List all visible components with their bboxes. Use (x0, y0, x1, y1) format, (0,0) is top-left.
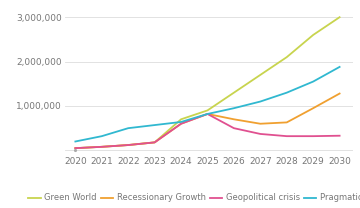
Pragmatic Policy (285, 91, 289, 94)
Pragmatic Policy (73, 140, 77, 143)
Legend: Green World, Recessionary Growth, Geopolitical crisis, Pragmatic Policy: Green World, Recessionary Growth, Geopol… (25, 190, 360, 206)
Geopolitical crisis (232, 127, 236, 129)
Geopolitical crisis (337, 134, 342, 137)
Geopolitical crisis (258, 133, 262, 135)
Pragmatic Policy (153, 124, 157, 126)
Geopolitical crisis (179, 123, 183, 125)
Green World (232, 91, 236, 94)
Recessionary Growth (311, 107, 315, 109)
Pragmatic Policy (179, 121, 183, 123)
Recessionary Growth (205, 113, 210, 115)
Recessionary Growth (73, 147, 77, 149)
Green World (205, 109, 210, 112)
Pragmatic Policy (232, 107, 236, 109)
Pragmatic Policy (311, 80, 315, 83)
Recessionary Growth (153, 141, 157, 144)
Green World (337, 16, 342, 19)
Line: Recessionary Growth: Recessionary Growth (75, 94, 339, 148)
Pragmatic Policy (205, 113, 210, 115)
Green World (126, 144, 130, 146)
Green World (153, 141, 157, 144)
Pragmatic Policy (337, 66, 342, 68)
Recessionary Growth (285, 121, 289, 124)
Recessionary Growth (258, 123, 262, 125)
Line: Green World: Green World (75, 17, 339, 148)
Recessionary Growth (100, 146, 104, 148)
Geopolitical crisis (285, 135, 289, 137)
Green World (179, 118, 183, 121)
Geopolitical crisis (205, 113, 210, 115)
Line: Pragmatic Policy: Pragmatic Policy (75, 67, 339, 141)
Pragmatic Policy (258, 100, 262, 103)
Geopolitical crisis (311, 135, 315, 137)
Recessionary Growth (179, 123, 183, 125)
Geopolitical crisis (100, 146, 104, 148)
Recessionary Growth (337, 92, 342, 95)
Pragmatic Policy (100, 135, 104, 137)
Green World (73, 147, 77, 149)
Geopolitical crisis (126, 144, 130, 146)
Line: Geopolitical crisis: Geopolitical crisis (75, 114, 339, 148)
Geopolitical crisis (153, 141, 157, 144)
Recessionary Growth (126, 144, 130, 146)
Green World (285, 56, 289, 58)
Green World (258, 74, 262, 76)
Recessionary Growth (232, 118, 236, 121)
Geopolitical crisis (73, 147, 77, 149)
Pragmatic Policy (126, 127, 130, 129)
Green World (311, 34, 315, 36)
Green World (100, 146, 104, 148)
